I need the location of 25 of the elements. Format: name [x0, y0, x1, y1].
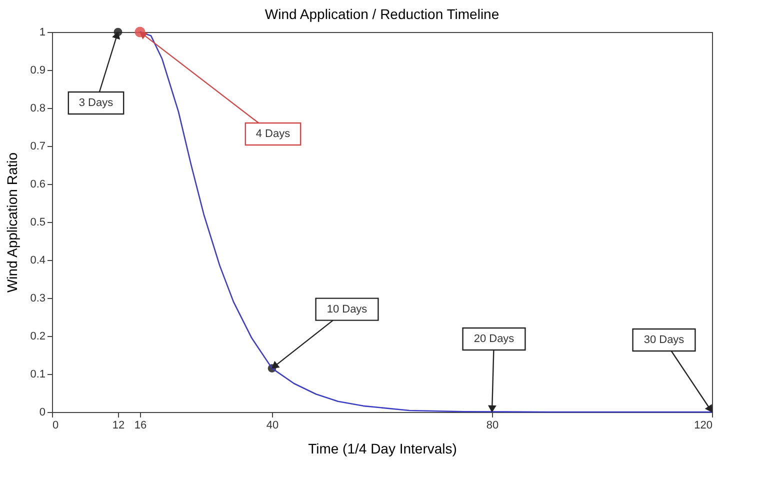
y-tick-label: 0.3	[30, 292, 46, 304]
y-tick-label: 1	[39, 26, 46, 38]
x-axis-title: Time (1/4 Day Intervals)	[308, 440, 457, 456]
annotation: 20 Days	[474, 333, 515, 345]
chart-title: Wind Application / Reduction Timeline	[264, 6, 500, 22]
y-tick-label: 0.8	[30, 102, 46, 114]
annotation: 10 Days	[326, 303, 368, 316]
y-tick-label: 0.7	[30, 140, 46, 152]
y-tick-label: 0.5	[30, 216, 46, 228]
x-tick-label: 16	[134, 420, 147, 432]
annotation: 4 Days	[256, 128, 291, 140]
annotation: 30 Days	[644, 334, 685, 346]
x-tick-label: 12	[112, 420, 125, 432]
y-tick-label: 0.2	[30, 330, 46, 342]
y-tick-label: 0.6	[30, 178, 46, 190]
x-tick-label: 120	[694, 420, 712, 432]
y-tick-label: 0.9	[30, 64, 46, 76]
y-tick-label: 0.4	[30, 254, 46, 266]
y-tick-label: 0.1	[30, 368, 46, 380]
x-tick-label: 40	[266, 420, 279, 432]
y-tick-label: 0	[39, 406, 46, 418]
annotation: 3 Days	[78, 97, 114, 109]
x-tick-label: 80	[486, 420, 499, 432]
y-axis-title: Wind Application Ratio	[4, 152, 20, 293]
x-tick-label: 0	[52, 420, 59, 432]
